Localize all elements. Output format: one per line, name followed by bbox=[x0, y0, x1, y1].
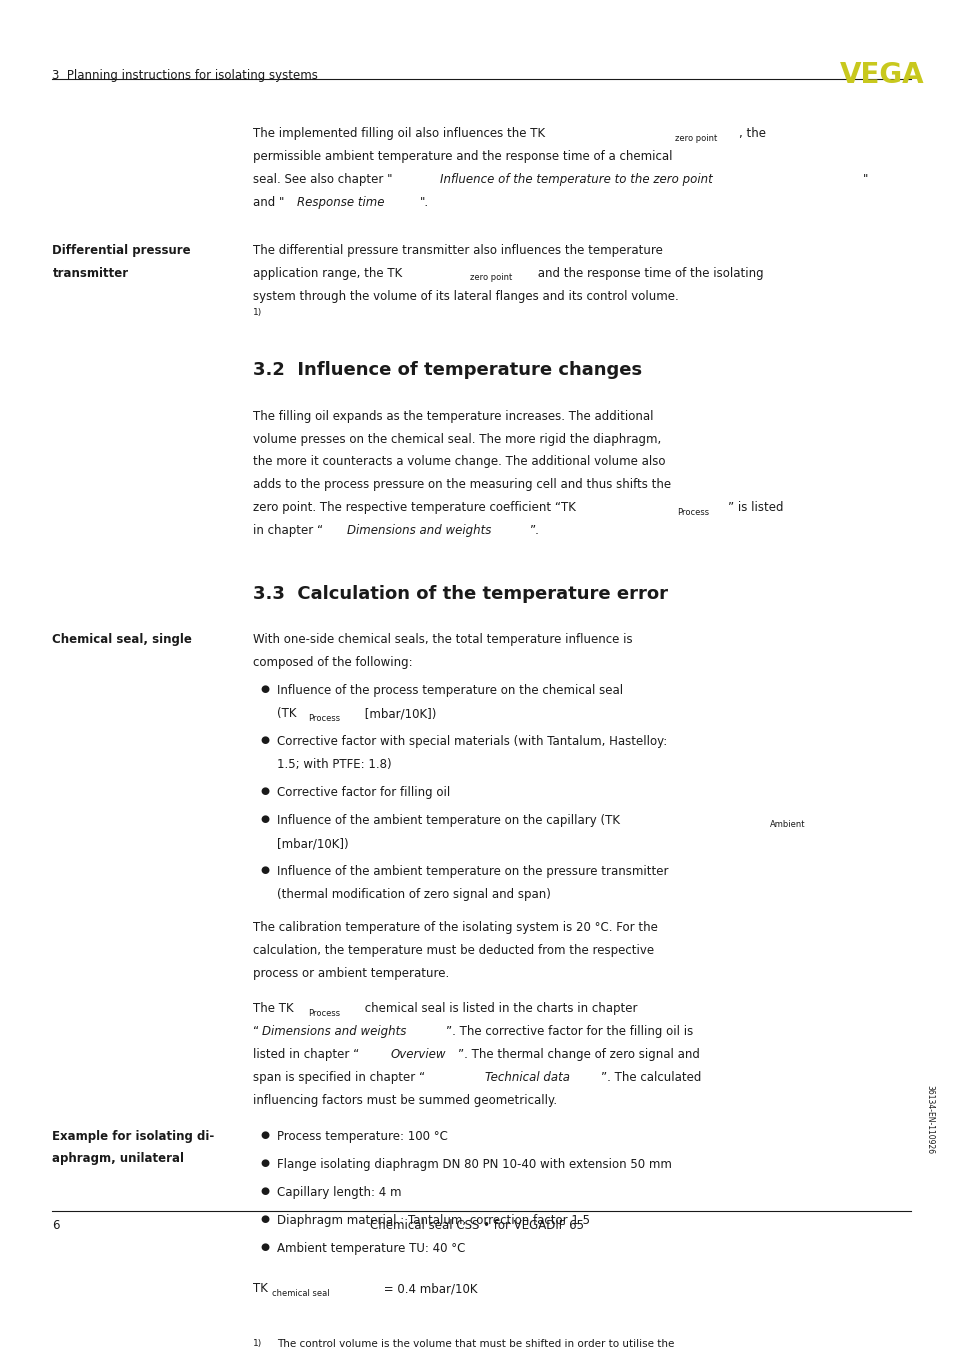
Text: ●: ● bbox=[260, 1158, 269, 1167]
Text: The implemented filling oil also influences the TK: The implemented filling oil also influen… bbox=[253, 127, 544, 141]
Text: Example for isolating di-: Example for isolating di- bbox=[52, 1129, 214, 1143]
Text: ": " bbox=[862, 173, 868, 185]
Text: 3.3  Calculation of the temperature error: 3.3 Calculation of the temperature error bbox=[253, 585, 667, 603]
Text: ”. The corrective factor for the filling oil is: ”. The corrective factor for the filling… bbox=[445, 1025, 692, 1039]
Text: Overview: Overview bbox=[390, 1048, 445, 1062]
Text: transmitter: transmitter bbox=[52, 267, 129, 280]
Text: ●: ● bbox=[260, 787, 269, 796]
Text: Chemical seal CSS • for VEGADIF 65: Chemical seal CSS • for VEGADIF 65 bbox=[370, 1219, 583, 1232]
Text: ”. The calculated: ”. The calculated bbox=[600, 1071, 700, 1085]
Text: volume presses on the chemical seal. The more rigid the diaphragm,: volume presses on the chemical seal. The… bbox=[253, 432, 660, 445]
Text: = 0.4 mbar/10K: = 0.4 mbar/10K bbox=[379, 1282, 476, 1296]
Text: ” is listed: ” is listed bbox=[727, 501, 782, 515]
Text: ●: ● bbox=[260, 1213, 269, 1224]
Text: chemical seal is listed in the charts in chapter: chemical seal is listed in the charts in… bbox=[360, 1002, 637, 1016]
Text: The control volume is the volume that must be shifted in order to utilise the: The control volume is the volume that mu… bbox=[276, 1339, 674, 1350]
Text: the more it counteracts a volume change. The additional volume also: the more it counteracts a volume change.… bbox=[253, 455, 664, 468]
Text: ●: ● bbox=[260, 1129, 269, 1140]
Text: Capillary length: 4 m: Capillary length: 4 m bbox=[276, 1186, 401, 1198]
Text: Process: Process bbox=[677, 508, 709, 517]
Text: Differential pressure: Differential pressure bbox=[52, 244, 191, 257]
Text: 1): 1) bbox=[253, 307, 262, 317]
Text: listed in chapter “: listed in chapter “ bbox=[253, 1048, 358, 1062]
Text: zero point. The respective temperature coefficient “TK: zero point. The respective temperature c… bbox=[253, 501, 575, 515]
Text: ”. The thermal change of zero signal and: ”. The thermal change of zero signal and bbox=[457, 1048, 700, 1062]
Text: The differential pressure transmitter also influences the temperature: The differential pressure transmitter al… bbox=[253, 244, 662, 257]
Text: ●: ● bbox=[260, 1242, 269, 1251]
Text: Influence of the ambient temperature on the capillary (TK: Influence of the ambient temperature on … bbox=[276, 814, 619, 827]
Text: TK: TK bbox=[253, 1282, 268, 1296]
Text: The calibration temperature of the isolating system is 20 °C. For the: The calibration temperature of the isola… bbox=[253, 921, 657, 934]
Text: Influence of the ambient temperature on the pressure transmitter: Influence of the ambient temperature on … bbox=[276, 865, 667, 877]
Text: aphragm, unilateral: aphragm, unilateral bbox=[52, 1152, 184, 1166]
Text: (thermal modification of zero signal and span): (thermal modification of zero signal and… bbox=[276, 888, 550, 900]
Text: zero point: zero point bbox=[675, 134, 717, 142]
Text: seal. See also chapter ": seal. See also chapter " bbox=[253, 173, 392, 185]
Text: and ": and " bbox=[253, 196, 284, 209]
Text: (TK: (TK bbox=[276, 707, 295, 720]
Text: [mbar/10K]): [mbar/10K]) bbox=[276, 837, 348, 850]
Text: [mbar/10K]): [mbar/10K]) bbox=[360, 707, 436, 720]
Text: Corrective factor for filling oil: Corrective factor for filling oil bbox=[276, 787, 450, 799]
Text: zero point: zero point bbox=[470, 274, 512, 283]
Text: The TK: The TK bbox=[253, 1002, 294, 1016]
Text: ".: ". bbox=[419, 196, 429, 209]
Text: span is specified in chapter “: span is specified in chapter “ bbox=[253, 1071, 424, 1085]
Text: adds to the process pressure on the measuring cell and thus shifts the: adds to the process pressure on the meas… bbox=[253, 478, 670, 492]
Text: Process: Process bbox=[308, 1009, 340, 1018]
Text: ●: ● bbox=[260, 814, 269, 825]
Text: “: “ bbox=[253, 1025, 258, 1039]
Text: composed of the following:: composed of the following: bbox=[253, 657, 412, 669]
Text: The filling oil expands as the temperature increases. The additional: The filling oil expands as the temperatu… bbox=[253, 410, 653, 422]
Text: ●: ● bbox=[260, 865, 269, 875]
Text: Response time: Response time bbox=[296, 196, 384, 209]
Text: With one-side chemical seals, the total temperature influence is: With one-side chemical seals, the total … bbox=[253, 634, 632, 646]
Text: ●: ● bbox=[260, 735, 269, 745]
Text: and the response time of the isolating: and the response time of the isolating bbox=[534, 267, 763, 280]
Text: VEGA: VEGA bbox=[839, 61, 923, 89]
Text: Chemical seal, single: Chemical seal, single bbox=[52, 634, 193, 646]
Text: 1.5; with PTFE: 1.8): 1.5; with PTFE: 1.8) bbox=[276, 758, 391, 772]
Text: 36134-EN-110926: 36134-EN-110926 bbox=[924, 1085, 934, 1154]
Text: application range, the TK: application range, the TK bbox=[253, 267, 401, 280]
Text: calculation, the temperature must be deducted from the respective: calculation, the temperature must be ded… bbox=[253, 944, 653, 957]
Text: chemical seal: chemical seal bbox=[272, 1289, 329, 1297]
Text: process or ambient temperature.: process or ambient temperature. bbox=[253, 967, 449, 980]
Text: Dimensions and weights: Dimensions and weights bbox=[262, 1025, 406, 1039]
Text: Process temperature: 100 °C: Process temperature: 100 °C bbox=[276, 1129, 447, 1143]
Text: Dimensions and weights: Dimensions and weights bbox=[347, 524, 491, 538]
Text: 1): 1) bbox=[253, 1339, 262, 1349]
Text: Ambient: Ambient bbox=[769, 821, 804, 830]
Text: Corrective factor with special materials (with Tantalum, Hastelloy:: Corrective factor with special materials… bbox=[276, 735, 666, 749]
Text: permissible ambient temperature and the response time of a chemical: permissible ambient temperature and the … bbox=[253, 150, 672, 162]
Text: ”.: ”. bbox=[529, 524, 538, 538]
Text: Technical data: Technical data bbox=[484, 1071, 569, 1085]
Text: 6: 6 bbox=[52, 1219, 60, 1232]
Text: in chapter “: in chapter “ bbox=[253, 524, 323, 538]
Text: Ambient temperature TU: 40 °C: Ambient temperature TU: 40 °C bbox=[276, 1242, 464, 1255]
Text: system through the volume of its lateral flanges and its control volume.: system through the volume of its lateral… bbox=[253, 290, 678, 303]
Text: Process: Process bbox=[308, 714, 340, 723]
Text: influencing factors must be summed geometrically.: influencing factors must be summed geome… bbox=[253, 1094, 557, 1108]
Text: Diaphragm material.: Tantalum, correction factor 1.5: Diaphragm material.: Tantalum, correctio… bbox=[276, 1213, 589, 1227]
Text: Influence of the temperature to the zero point: Influence of the temperature to the zero… bbox=[439, 173, 712, 185]
Text: ●: ● bbox=[260, 684, 269, 695]
Text: 3  Planning instructions for isolating systems: 3 Planning instructions for isolating sy… bbox=[52, 69, 318, 81]
Text: 3.2  Influence of temperature changes: 3.2 Influence of temperature changes bbox=[253, 362, 641, 379]
Text: Flange isolating diaphragm DN 80 PN 10-40 with extension 50 mm: Flange isolating diaphragm DN 80 PN 10-4… bbox=[276, 1158, 671, 1171]
Text: ●: ● bbox=[260, 1186, 269, 1196]
Text: , the: , the bbox=[739, 127, 765, 141]
Text: Influence of the process temperature on the chemical seal: Influence of the process temperature on … bbox=[276, 684, 622, 697]
